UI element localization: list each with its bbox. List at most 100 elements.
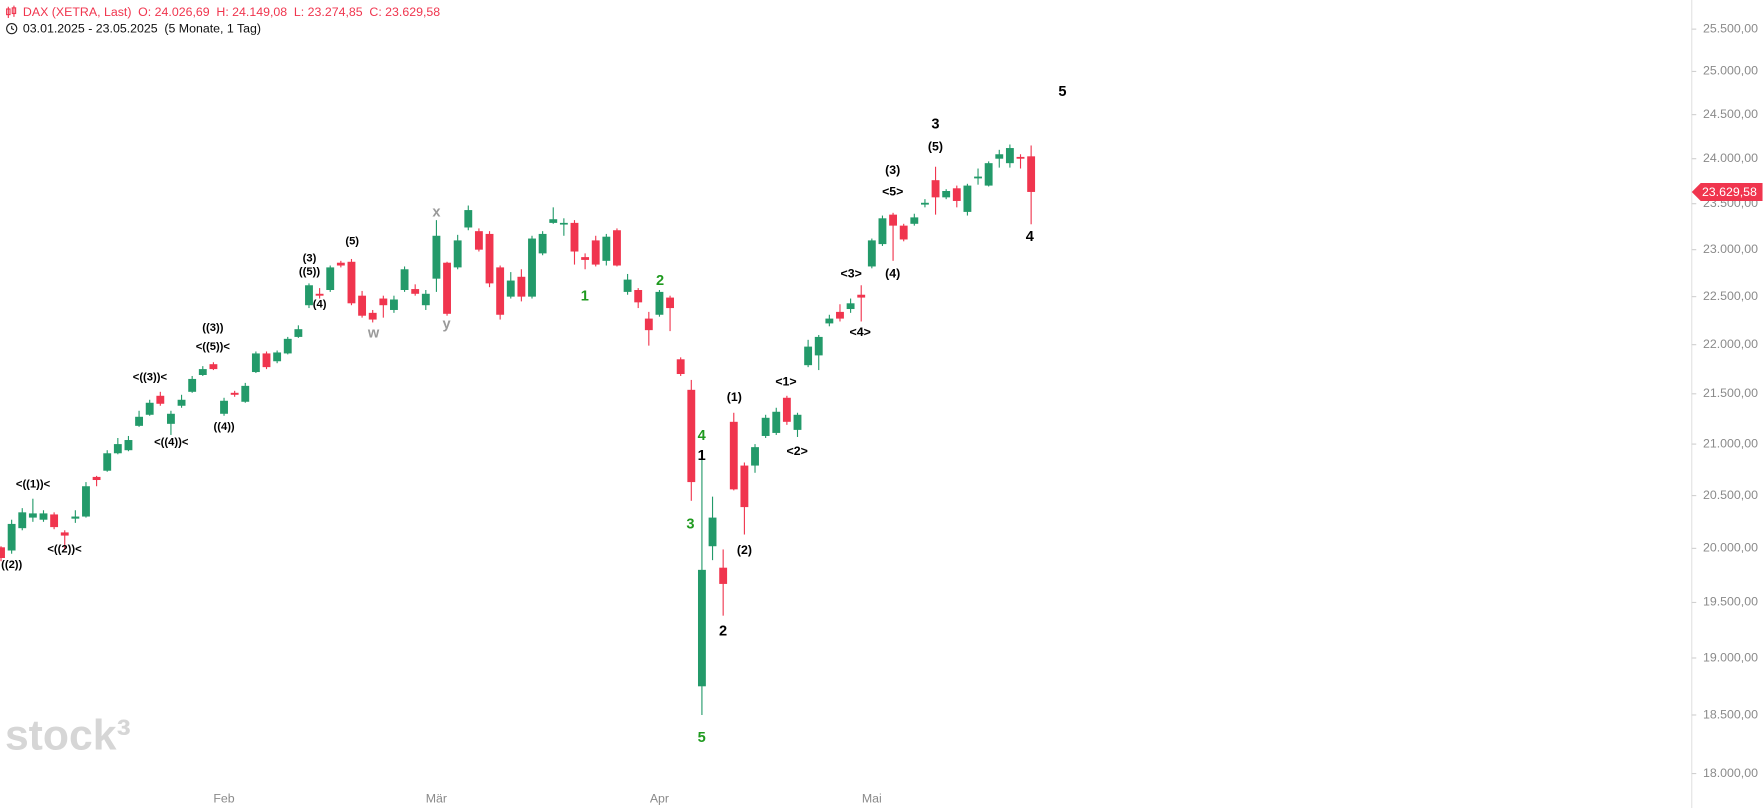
date-range: 03.01.2025 - 23.05.2025 <box>23 21 158 35</box>
ohlc-label: H: 24.149,08 <box>216 5 287 19</box>
candle-body <box>103 453 112 471</box>
ohlc-label: C: 23.629,58 <box>369 5 440 19</box>
y-tick-label: 18.500,00 <box>1703 707 1758 721</box>
y-tick-label: 24.000,00 <box>1703 151 1758 165</box>
wave-label: ((2)) <box>1 559 22 571</box>
candle-body <box>485 233 494 284</box>
candle-body <box>644 318 653 331</box>
period: (5 Monate, 1 Tag) <box>164 21 261 35</box>
candle-body <box>0 547 5 559</box>
candle-body <box>995 154 1004 159</box>
candle-body <box>538 233 547 254</box>
candle-body <box>559 222 568 225</box>
ohlc-label: O: 24.026,69 <box>138 5 210 19</box>
candle-body <box>825 318 834 324</box>
candle-body <box>740 465 749 508</box>
wave-label: 3 <box>931 117 939 133</box>
y-tick-label: 24.500,00 <box>1703 107 1758 121</box>
candle-body <box>719 567 728 584</box>
candle-body <box>315 293 324 296</box>
x-tick-label: Mai <box>862 791 882 805</box>
candle-body <box>124 440 133 451</box>
candle-body <box>846 303 855 310</box>
candle-body <box>1016 156 1025 159</box>
candle-body <box>772 411 781 433</box>
candle-body <box>166 413 175 424</box>
candle-body <box>411 289 420 294</box>
y-tick-label: 22.500,00 <box>1703 289 1758 303</box>
candle-body <box>283 338 292 354</box>
y-tick-label: 25.000,00 <box>1703 64 1758 78</box>
y-tick-label: 19.500,00 <box>1703 595 1758 609</box>
candle-body <box>113 444 122 454</box>
wave-label: (1) <box>727 390 742 404</box>
wave-label: 1 <box>581 289 589 305</box>
candle-body <box>666 297 674 309</box>
candle-body <box>241 385 250 402</box>
candle-body <box>708 517 717 547</box>
wave-label: <((5))< <box>196 341 231 353</box>
wave-label: (4) <box>885 266 900 280</box>
wave-label: 5 <box>698 730 706 746</box>
candle-body <box>751 447 759 466</box>
watermark: stock³ <box>5 712 131 760</box>
wave-label: <((2))< <box>47 543 82 555</box>
candle-body <box>39 513 48 520</box>
candle-body <box>220 400 228 414</box>
clock-icon <box>6 23 18 35</box>
candle-body <box>613 230 621 266</box>
candle-body <box>71 516 80 519</box>
candle-body <box>857 294 866 298</box>
x-tick-label: Feb <box>213 791 234 805</box>
candle-body <box>910 217 919 224</box>
candle-body <box>676 359 685 375</box>
candle-body <box>198 369 207 375</box>
candle-body <box>251 353 260 373</box>
wave-label: y <box>443 317 452 333</box>
header: DAX (XETRA, Last) O: 24.026,69 H: 24.149… <box>6 5 440 35</box>
candle-body <box>974 176 982 179</box>
wave-label: 2 <box>656 273 664 289</box>
y-tick-label: 18.000,00 <box>1703 766 1758 780</box>
price-tag <box>1691 182 1763 201</box>
wave-label: <4> <box>849 325 870 339</box>
candle-body <box>814 336 823 356</box>
candle-body <box>50 514 59 528</box>
candle-body <box>591 240 600 265</box>
y-tick-label: 20.000,00 <box>1703 541 1758 555</box>
wave-label: 3 <box>686 517 694 533</box>
wave-label: (4) <box>313 299 327 311</box>
candle-body <box>836 311 844 319</box>
wave-label: w <box>367 326 380 342</box>
candle-body <box>867 240 876 267</box>
y-tick-label: 21.000,00 <box>1703 436 1758 450</box>
candle-body <box>230 392 239 395</box>
y-tick-label: 22.000,00 <box>1703 337 1758 351</box>
candle-body <box>92 476 101 481</box>
candle-body <box>273 352 282 362</box>
candle-body <box>697 569 706 687</box>
candle-body <box>443 262 451 314</box>
candle-body <box>464 210 473 228</box>
x-tick-label: Mär <box>426 791 447 805</box>
candle-body <box>156 395 165 404</box>
candle-body <box>145 402 154 415</box>
candle-body <box>209 364 218 370</box>
candle-body <box>1027 156 1036 192</box>
wave-label: x <box>432 204 441 220</box>
wave-label: <((1))< <box>16 478 51 490</box>
candle-body <box>60 532 69 536</box>
candle-body <box>581 257 590 260</box>
candle-body <box>655 291 664 315</box>
candle-body <box>305 285 313 306</box>
candle-body <box>453 240 462 268</box>
candle-body <box>28 513 37 518</box>
chart-title: DAX (XETRA, Last) <box>23 5 132 19</box>
candle-body <box>570 222 579 252</box>
wave-label: ((3)) <box>202 322 223 334</box>
candle-body <box>177 399 186 406</box>
candle-body <box>878 218 887 245</box>
candle-body <box>952 188 961 201</box>
candle-body <box>326 267 335 290</box>
candle-body <box>506 280 515 297</box>
